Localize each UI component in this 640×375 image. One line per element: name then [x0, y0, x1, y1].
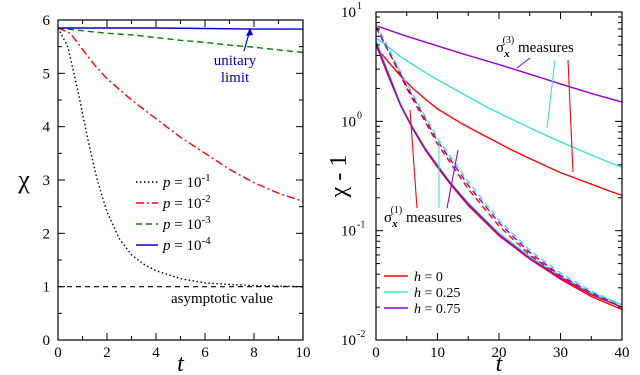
x-tick-label: 30: [553, 345, 568, 361]
series-line-3: [57, 27, 304, 54]
annotation-sigma3: σx(3) measures: [496, 35, 574, 60]
series-line-1: [57, 27, 304, 288]
series-line-σx(3)-h0: [375, 46, 623, 197]
legend-entry: p = 10-3: [162, 214, 211, 233]
y-tick-label: 10: [341, 224, 356, 240]
legend-entry: p = 10-4: [162, 235, 211, 254]
x-tick-label: 20: [492, 345, 507, 361]
arrow-sigma3-purple: [516, 57, 531, 69]
legend-entry: p = 10-2: [162, 193, 211, 212]
legend-entry: h = 0.75: [414, 302, 460, 317]
annotation-asymptotic: asymptotic value: [171, 291, 273, 307]
annotation-unitary: unitary: [214, 53, 257, 69]
y-tick-label: 1: [43, 280, 51, 296]
series-line-dashed-h0.75: [375, 27, 623, 308]
x-tick-label: 40: [615, 345, 630, 361]
arrow-sigma3-cyan: [546, 59, 556, 129]
legend-entry: p = 10-1: [162, 172, 211, 191]
arrow-sigma1-red: [409, 109, 418, 209]
series-line-dashed-h0: [375, 25, 623, 308]
y-tick-label: 10: [341, 333, 356, 349]
y-tick-label: 3: [43, 173, 51, 189]
series-line-4: [58, 27, 303, 30]
series-line-σx(3)-h0.25: [375, 37, 623, 168]
series-line-dashed-h0.25: [375, 23, 623, 306]
series-line-σx(1)-h0.75: [375, 42, 623, 308]
y-tick-label: 2: [43, 226, 51, 242]
y-axis-label: χ - 1: [326, 155, 352, 199]
y-axis-label: χ: [17, 165, 30, 194]
x-tick-label: 0: [54, 345, 62, 361]
x-tick-label: 6: [201, 345, 209, 361]
y-tick-label: 5: [43, 66, 51, 82]
annotation-limit: limit: [221, 70, 250, 86]
annotation-arrowhead: [246, 28, 253, 36]
series-line-σx(1)-h0: [375, 44, 623, 311]
x-axis-label: t: [177, 351, 185, 375]
x-tick-label: 0: [372, 345, 380, 361]
y-tick-exponent: -1: [357, 220, 365, 231]
arrow-sigma3-red: [567, 59, 574, 173]
x-tick-label: 2: [103, 345, 111, 361]
y-tick-label: 0: [43, 333, 51, 349]
series-line-σx(3)-h0.75: [375, 25, 623, 103]
series-line-σx(1)-h0.25: [375, 40, 623, 306]
y-tick-exponent: 1: [357, 1, 362, 12]
x-tick-label: 10: [430, 345, 445, 361]
y-tick-exponent: 0: [357, 110, 362, 121]
x-tick-label: 8: [250, 345, 258, 361]
annotation-sigma1: σx(1) measures: [384, 205, 462, 230]
y-tick-label: 4: [43, 120, 51, 136]
x-tick-label: 4: [152, 345, 160, 361]
legend-entry: h = 0.25: [414, 286, 460, 301]
y-tick-label: 10: [341, 5, 356, 21]
x-tick-label: 10: [296, 345, 311, 361]
legend-entry: h = 0: [414, 270, 443, 285]
y-tick-label: 6: [43, 13, 51, 29]
arrow-sigma1-purple: [446, 149, 459, 209]
y-tick-label: 10: [341, 114, 356, 130]
series-line-2: [57, 27, 304, 202]
x-axis-label: t: [496, 351, 504, 375]
y-tick-exponent: -2: [357, 329, 365, 340]
